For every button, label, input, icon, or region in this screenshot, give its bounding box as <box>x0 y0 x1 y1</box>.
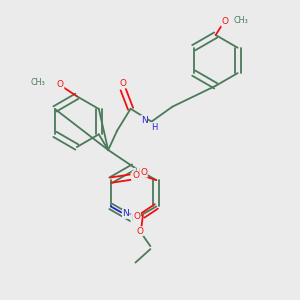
Text: O: O <box>136 227 143 236</box>
Text: O: O <box>134 212 140 221</box>
Text: O: O <box>57 80 64 89</box>
Text: CH₃: CH₃ <box>31 78 46 87</box>
Text: H: H <box>134 168 140 177</box>
Text: O: O <box>132 171 139 180</box>
Text: H: H <box>151 122 158 131</box>
Text: O: O <box>140 168 147 177</box>
Text: O: O <box>221 17 228 26</box>
Text: O: O <box>120 79 127 88</box>
Text: N: N <box>141 116 147 124</box>
Text: H: H <box>131 214 137 223</box>
Text: N: N <box>122 209 129 218</box>
Text: CH₃: CH₃ <box>234 16 248 25</box>
